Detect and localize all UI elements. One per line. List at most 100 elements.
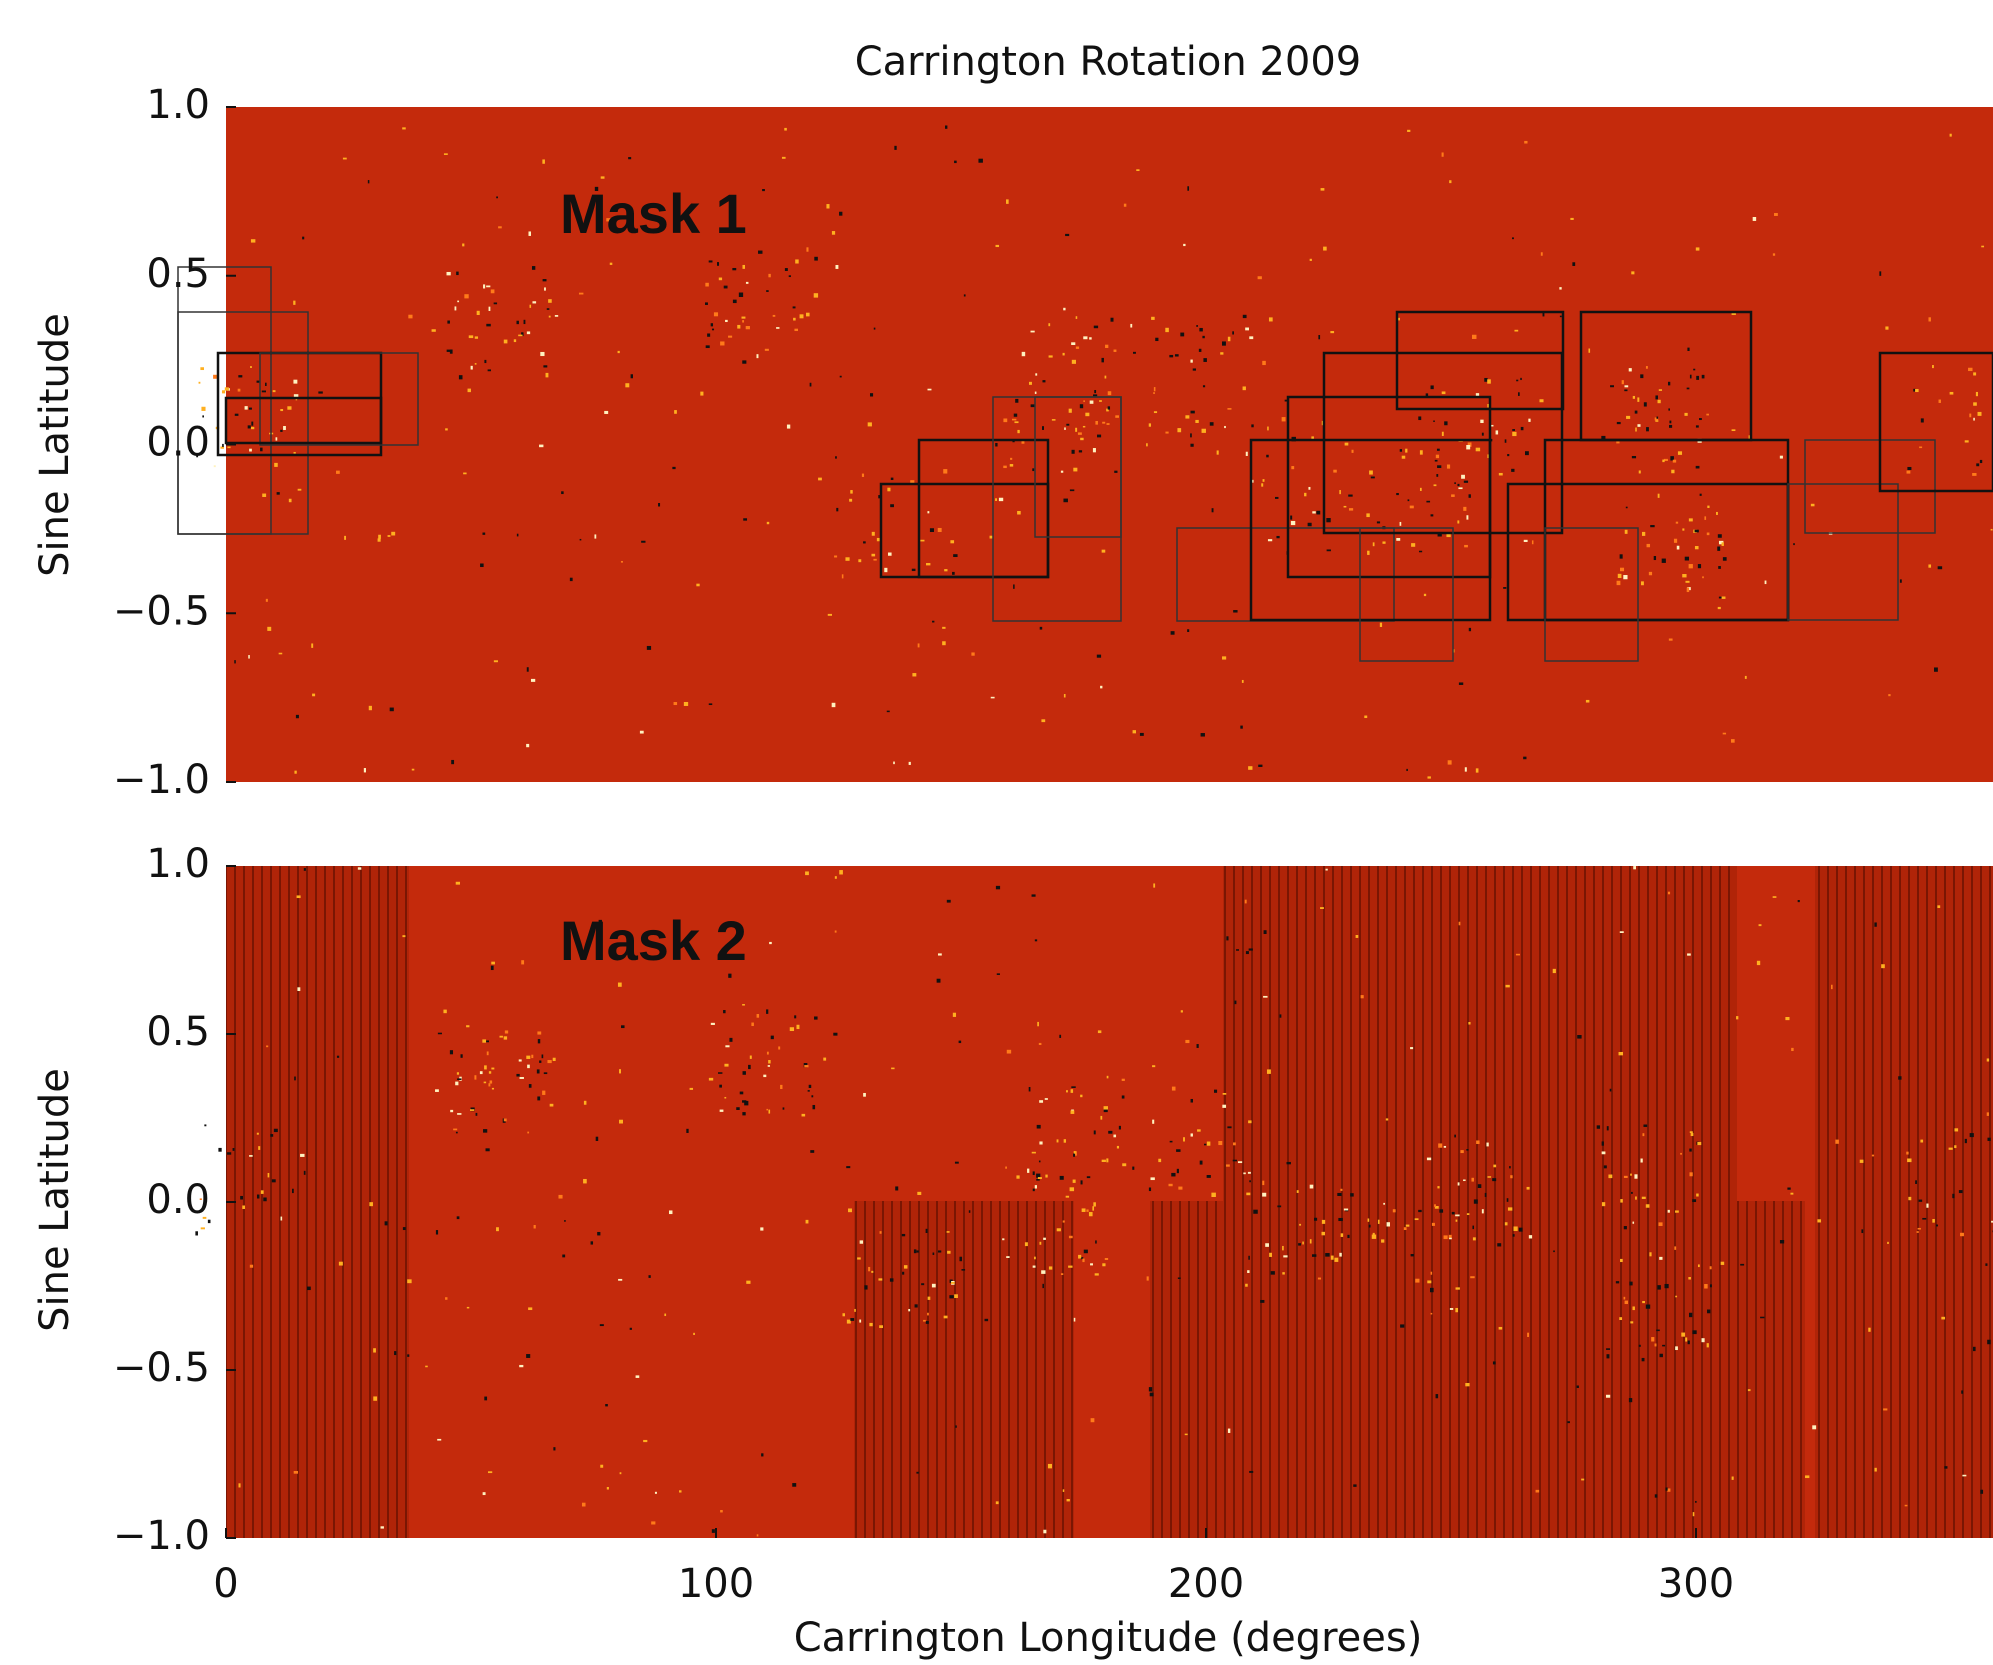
feature [496, 1227, 499, 1231]
feature [1263, 479, 1265, 482]
y-axis-label: Sine Latitude [32, 313, 78, 577]
feature [1245, 1284, 1248, 1287]
feature [199, 382, 201, 384]
feature [1618, 574, 1622, 578]
feature [1325, 1253, 1329, 1257]
feature [1900, 579, 1902, 582]
feature [1642, 532, 1645, 536]
feature [294, 1077, 296, 1081]
feature [464, 294, 468, 298]
feature [549, 316, 551, 318]
feature [548, 299, 552, 303]
feature [1637, 397, 1639, 401]
feature [391, 532, 395, 536]
feature [267, 627, 271, 631]
feature [504, 340, 508, 344]
feature [610, 263, 613, 265]
feature [1048, 1464, 1052, 1468]
feature [1658, 400, 1661, 403]
feature [1029, 382, 1032, 385]
feature [1970, 1133, 1974, 1137]
feature [783, 1107, 785, 1109]
feature [1087, 1176, 1090, 1178]
feature [1111, 318, 1114, 322]
feature [1980, 460, 1982, 463]
feature [1955, 1128, 1959, 1131]
feature [1108, 1131, 1112, 1134]
feature [1523, 757, 1526, 760]
feature [1039, 1141, 1042, 1144]
feature [297, 987, 300, 991]
feature [1249, 336, 1253, 339]
x-axis-label: Carrington Longitude (degrees) [794, 1615, 1423, 1661]
feature [763, 1075, 766, 1077]
feature [202, 415, 204, 417]
feature [1427, 1158, 1431, 1161]
feature [1277, 1205, 1281, 1207]
feature [1381, 1239, 1384, 1242]
feature [1722, 596, 1726, 598]
feature [932, 1284, 936, 1288]
feature [1650, 525, 1654, 527]
feature [1493, 1165, 1496, 1168]
feature [813, 1105, 816, 1109]
feature [1310, 1185, 1314, 1189]
feature [1524, 540, 1528, 542]
feature [477, 311, 480, 315]
feature [1965, 440, 1969, 442]
feature [1094, 390, 1096, 393]
feature [1325, 869, 1327, 871]
feature [1258, 276, 1262, 279]
feature [917, 1192, 921, 1195]
feature [991, 697, 995, 699]
feature [1465, 767, 1467, 771]
feature [518, 335, 522, 337]
feature [1431, 385, 1434, 389]
feature [311, 643, 313, 647]
feature [1464, 545, 1468, 547]
feature [1207, 1142, 1211, 1146]
feature [457, 1113, 461, 1115]
feature [1191, 411, 1195, 414]
feature [1122, 1079, 1125, 1081]
feature [810, 383, 812, 387]
feature [1702, 576, 1704, 578]
feature [1333, 470, 1336, 473]
feature [995, 443, 997, 447]
feature [1700, 494, 1702, 496]
feature [871, 1271, 873, 1273]
feature [1965, 1139, 1967, 1143]
feature [1543, 313, 1545, 316]
feature [1106, 423, 1109, 425]
feature [1868, 1328, 1870, 1332]
feature [1496, 430, 1499, 434]
feature [1567, 1421, 1570, 1423]
feature [1624, 1297, 1626, 1300]
feature [537, 1031, 541, 1034]
feature [201, 407, 205, 411]
feature [1937, 905, 1940, 908]
feature [1646, 1305, 1650, 1309]
feature [542, 1091, 545, 1095]
feature [1466, 1149, 1468, 1151]
feature [740, 1092, 744, 1095]
feature [1246, 452, 1248, 456]
feature [447, 321, 450, 324]
feature [526, 744, 529, 747]
feature [1344, 1209, 1348, 1211]
feature [249, 408, 252, 410]
feature [1059, 1035, 1061, 1038]
feature [524, 320, 526, 324]
feature [814, 257, 818, 261]
feature [1212, 508, 1214, 512]
feature [947, 1251, 950, 1254]
feature [1080, 404, 1083, 408]
feature [1090, 1263, 1093, 1265]
feature [1449, 180, 1451, 183]
feature [1427, 776, 1430, 778]
feature [1234, 1001, 1236, 1005]
feature [1934, 667, 1938, 671]
feature [1291, 521, 1295, 525]
feature [1811, 504, 1815, 507]
